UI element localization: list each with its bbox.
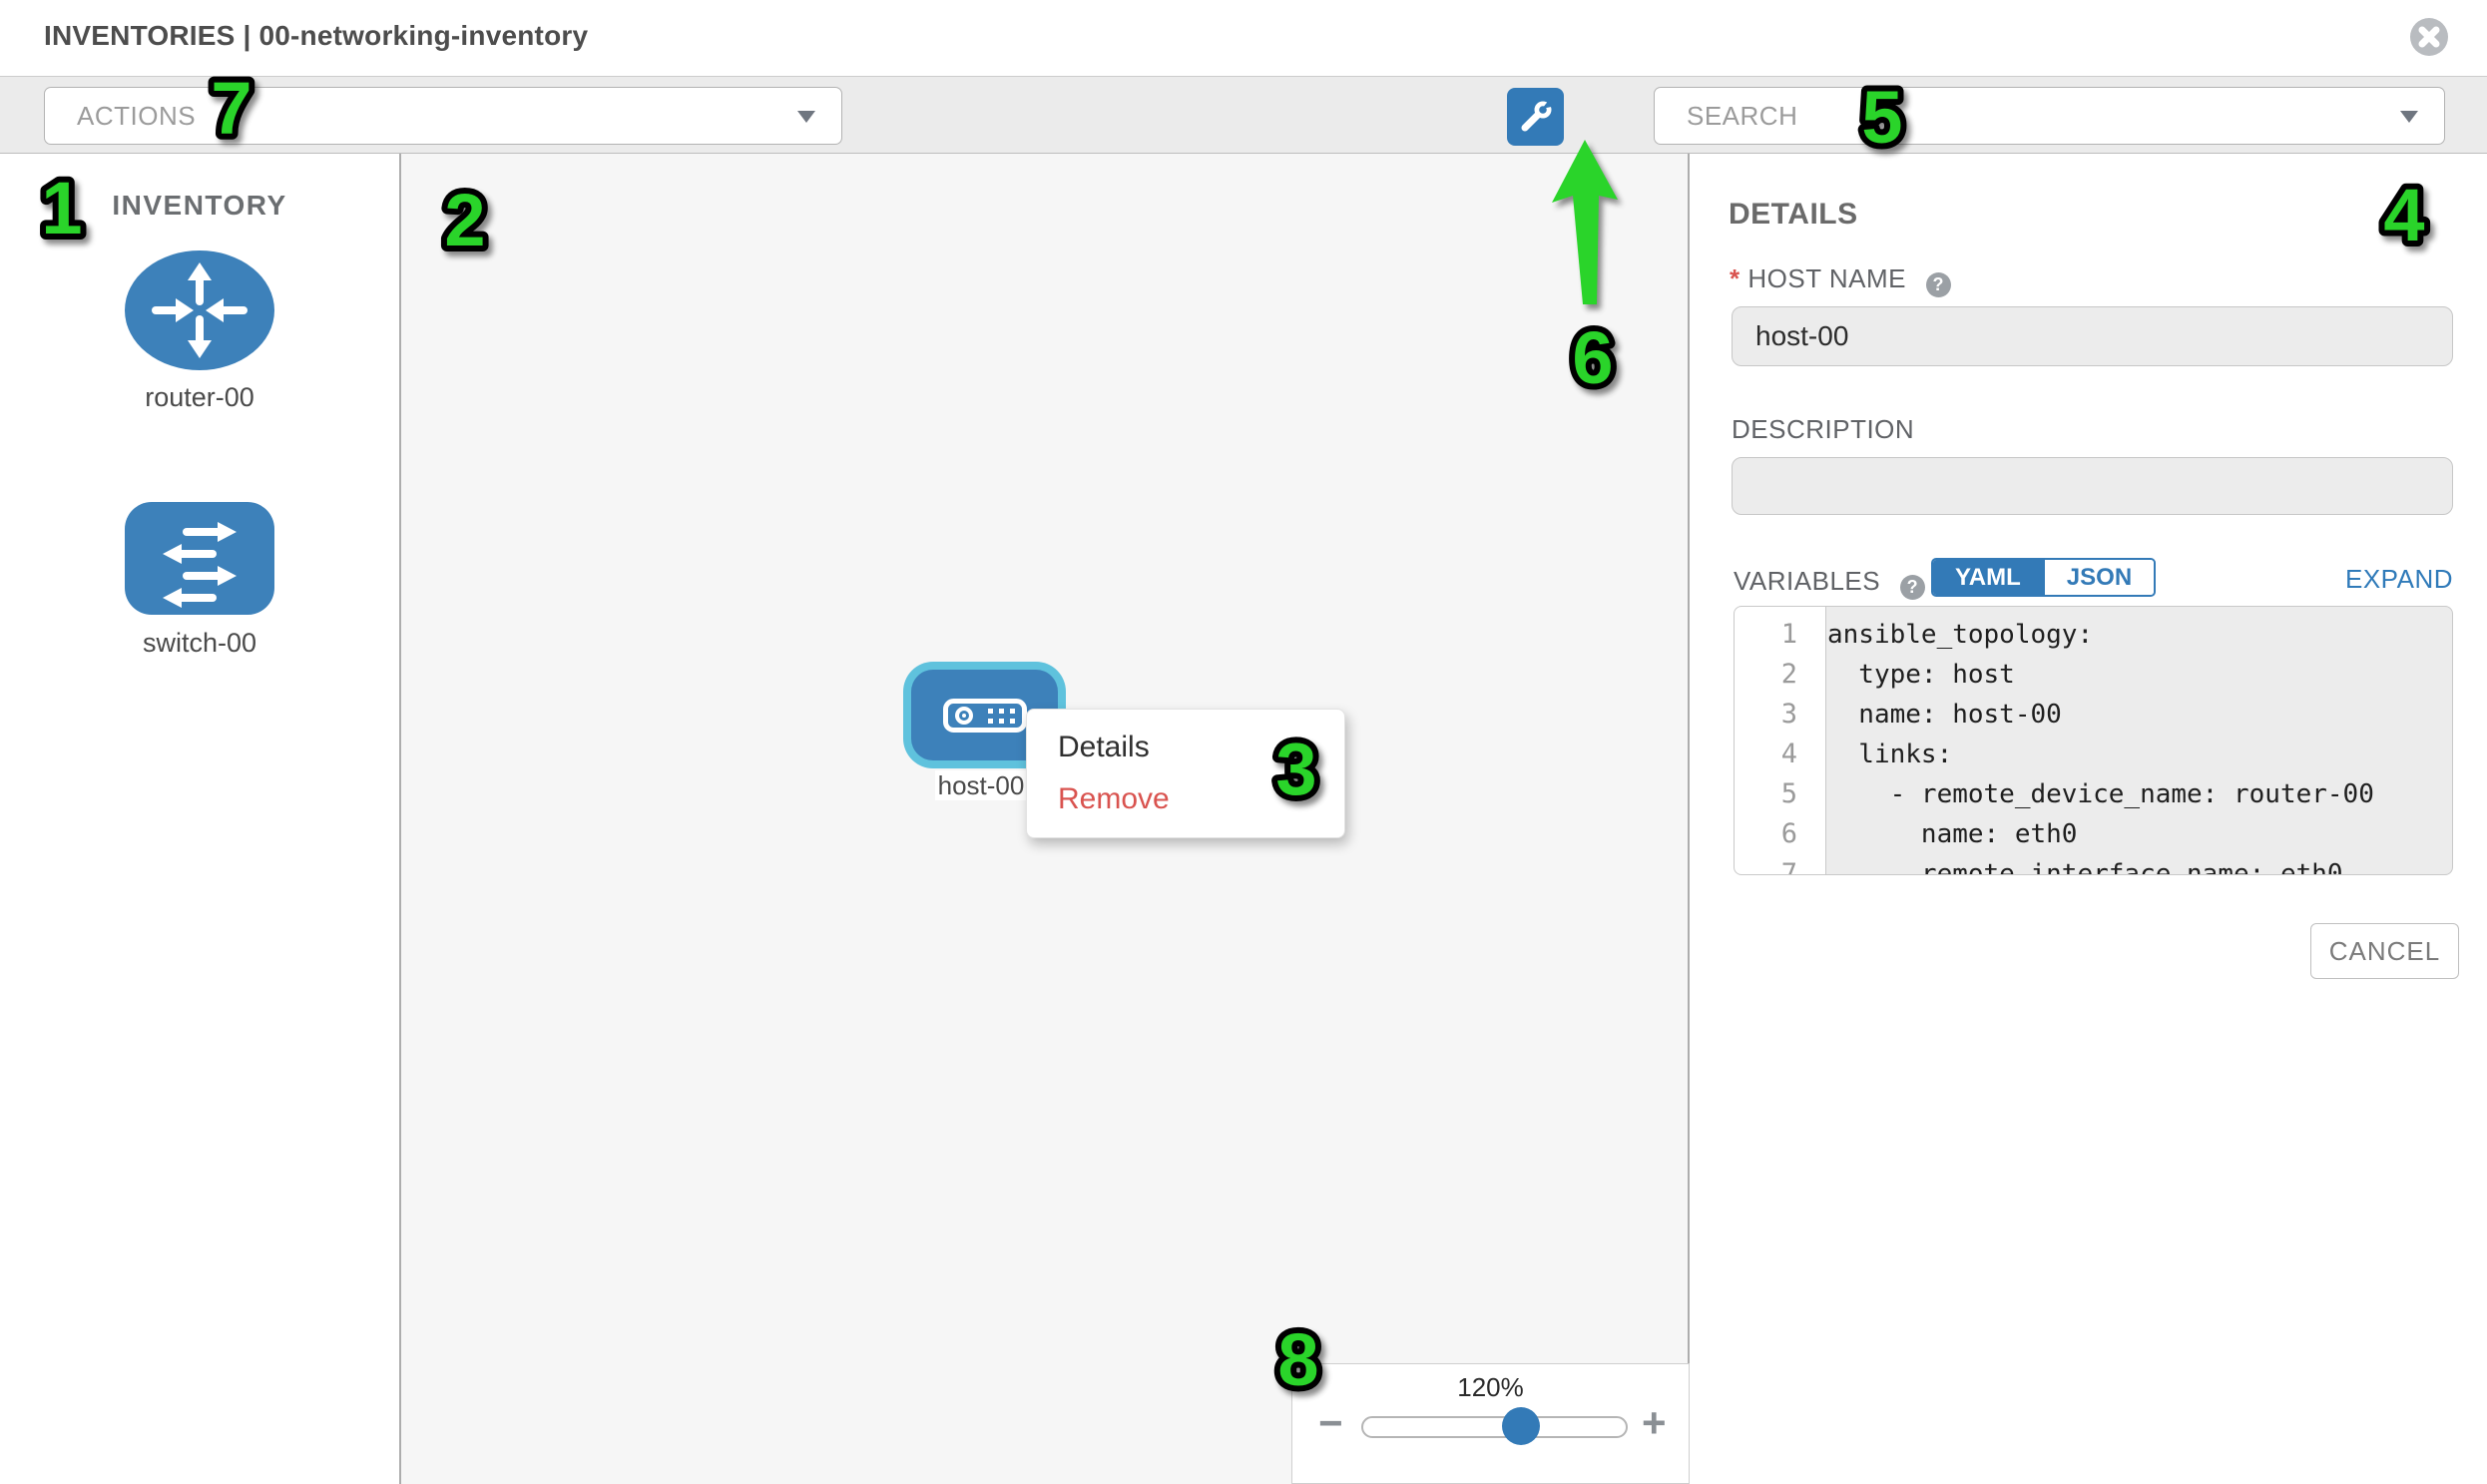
code-row: 3 name: host-00: [1735, 695, 2452, 735]
zoom-slider-thumb[interactable]: [1502, 1407, 1540, 1445]
tab-yaml[interactable]: YAML: [1933, 560, 2043, 595]
description-label: DESCRIPTION: [1732, 414, 1915, 444]
search-dropdown[interactable]: SEARCH: [1654, 87, 2445, 145]
toolbar: ACTIONS SEARCH: [0, 76, 2487, 211]
zoom-control: 120% − +: [1291, 1363, 1690, 1484]
inventory-item-switch[interactable]: switch-00: [0, 502, 399, 659]
line-number: 4: [1780, 739, 1797, 769]
search-placeholder: SEARCH: [1687, 100, 1798, 131]
code-line: name: eth0: [1827, 819, 2078, 849]
context-menu: Details Remove: [1026, 709, 1345, 838]
topology-canvas[interactable]: host-00 Details Remove 120% − +: [401, 154, 1690, 1484]
code-line: type: host: [1827, 660, 2015, 690]
actions-dropdown[interactable]: ACTIONS: [44, 87, 842, 145]
device-label: router-00: [145, 382, 254, 412]
expand-link[interactable]: EXPAND: [2345, 564, 2453, 594]
actions-placeholder: ACTIONS: [77, 100, 197, 131]
panel-title: DETAILS: [1729, 198, 1858, 231]
description-input[interactable]: [1732, 457, 2453, 515]
caret-down-icon: [2400, 111, 2418, 123]
question-circle-icon[interactable]: ?: [1925, 272, 1951, 297]
code-line: links:: [1827, 740, 1953, 769]
router-icon: [125, 250, 274, 370]
code-row: 4 links:: [1735, 735, 2452, 774]
code-row: 6 name: eth0: [1735, 814, 2452, 854]
device-label: switch-00: [142, 628, 257, 658]
code-line: ansible_topology:: [1827, 620, 2094, 650]
code-row: 7 remote_interface_name: eth0: [1735, 854, 2452, 875]
menu-item-details[interactable]: Details: [1058, 731, 1150, 763]
variables-label: VARIABLES: [1734, 566, 1881, 596]
host-name-input[interactable]: [1732, 306, 2453, 366]
line-number: 7: [1780, 858, 1797, 875]
variables-format-toggle: YAML JSON: [1931, 558, 2157, 597]
host-name-label: HOST NAME: [1747, 263, 1906, 293]
details-panel: DETAILS * HOST NAME ? DESCRIPTION VARIAB…: [1692, 154, 2487, 1484]
variables-editor[interactable]: 1 ansible_topology: 2 type: host 3 name:…: [1734, 606, 2453, 875]
header-bar: INVENTORIES | 00-networking-inventory: [0, 0, 2487, 76]
zoom-out-button[interactable]: −: [1318, 1399, 1343, 1446]
inventory-sidebar: INVENTORY router-00: [0, 154, 401, 1484]
menu-item-remove[interactable]: Remove: [1058, 782, 1170, 815]
line-number: 3: [1780, 699, 1797, 730]
code-row: 5 - remote_device_name: router-00: [1735, 774, 2452, 814]
line-number: 5: [1780, 778, 1797, 809]
variables-label-row: VARIABLES ?: [1734, 566, 1925, 600]
code-line: remote_interface_name: eth0: [1827, 859, 2343, 875]
line-number: 6: [1780, 818, 1797, 849]
code-row: 1 ansible_topology:: [1735, 615, 2452, 655]
host-node-label: host-00: [935, 770, 1027, 800]
code-line: - remote_device_name: router-00: [1827, 779, 2374, 809]
host-name-label-row: * HOST NAME ?: [1730, 263, 1951, 297]
line-number: 2: [1780, 659, 1797, 690]
page-title: INVENTORIES | 00-networking-inventory: [44, 20, 589, 51]
tab-json[interactable]: JSON: [2042, 560, 2155, 595]
zoom-slider-track[interactable]: [1361, 1416, 1628, 1438]
code-row: 2 type: host: [1735, 655, 2452, 695]
required-asterisk: *: [1730, 263, 1741, 293]
close-button[interactable]: [2410, 18, 2448, 56]
tools-button[interactable]: [1507, 88, 1564, 146]
wrench-icon: [1521, 99, 1556, 132]
cancel-button[interactable]: CANCEL: [2310, 923, 2459, 979]
line-number: 1: [1780, 619, 1797, 650]
sidebar-title: INVENTORY: [112, 190, 287, 221]
caret-down-icon: [797, 111, 815, 123]
server-icon: [942, 698, 1027, 733]
question-circle-icon[interactable]: ?: [1899, 575, 1925, 600]
close-icon: [2410, 18, 2448, 56]
zoom-in-button[interactable]: +: [1642, 1399, 1667, 1446]
switch-icon: [125, 502, 274, 615]
inventory-item-router[interactable]: router-00: [0, 249, 399, 413]
code-line: name: host-00: [1827, 700, 2062, 730]
zoom-level: 120%: [1457, 1372, 1524, 1402]
